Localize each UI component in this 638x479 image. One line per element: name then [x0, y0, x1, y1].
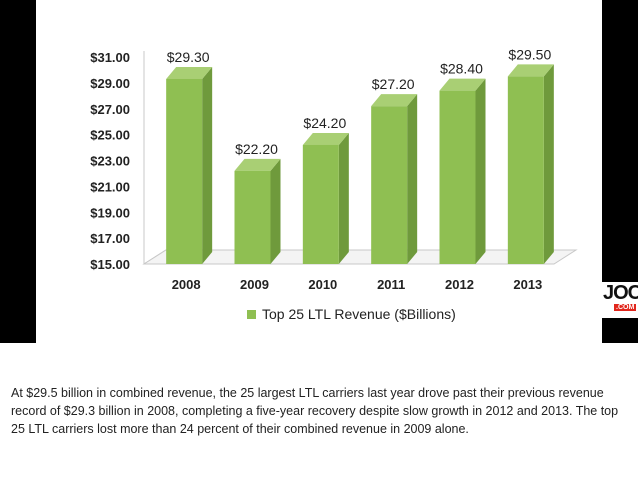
slide-background: $15.00 $17.00 $19.00 $21.00 $23.00 $25.00 $27.… — [0, 0, 638, 343]
data-label: $24.20 — [303, 115, 346, 131]
x-tick-label: 2008 — [172, 277, 201, 292]
bar-side — [543, 64, 554, 264]
x-tick-label: 2012 — [445, 277, 474, 292]
y-tick-label: $21.00 — [90, 179, 130, 194]
data-label: $28.40 — [440, 61, 483, 77]
y-tick-label: $15.00 — [90, 257, 130, 272]
x-tick-label: 2009 — [240, 277, 269, 292]
logo-sub-text: .COM — [614, 304, 637, 311]
bar-top — [371, 94, 418, 107]
x-tick-label: 2010 — [308, 277, 337, 292]
data-label: $27.20 — [372, 76, 415, 92]
bar — [234, 170, 271, 264]
y-tick-label: $25.00 — [90, 128, 130, 143]
y-tick-label: $27.00 — [90, 102, 130, 117]
y-tick-label: $23.00 — [90, 154, 130, 169]
chart-panel: $15.00 $17.00 $19.00 $21.00 $23.00 $25.00 $27.… — [36, 0, 602, 343]
legend-swatch — [247, 310, 256, 319]
bar — [439, 90, 476, 264]
bar-top — [302, 132, 349, 145]
legend-label: Top 25 LTL Revenue ($Billions) — [262, 306, 456, 322]
y-tick-label: $19.00 — [90, 205, 130, 220]
bar-side — [338, 132, 349, 264]
x-tick-label: 2013 — [513, 277, 542, 292]
data-label: $29.50 — [508, 46, 551, 62]
bar-side — [407, 94, 418, 264]
bar — [302, 144, 339, 264]
bar — [371, 106, 408, 264]
bar-top — [439, 78, 486, 91]
data-label: $29.30 — [167, 49, 210, 65]
bar-top — [507, 64, 554, 77]
y-tick-label: $17.00 — [90, 231, 130, 246]
x-tick-label: 2011 — [377, 277, 405, 292]
bar-side — [270, 158, 281, 264]
y-tick-label: $29.00 — [90, 76, 130, 91]
bar-side — [475, 78, 486, 264]
bar-top — [166, 66, 213, 79]
caption-text: At $29.5 billion in combined revenue, th… — [11, 386, 619, 436]
bar-side — [202, 66, 213, 265]
y-tick-label: $31.00 — [90, 50, 130, 65]
bar-chart: $15.00 $17.00 $19.00 $21.00 $23.00 $25.00 $27.… — [90, 46, 578, 322]
logo-main-text: JOC — [603, 282, 638, 304]
bar — [166, 78, 203, 265]
data-label: $22.20 — [235, 141, 278, 157]
bar — [507, 76, 544, 264]
bar-top — [234, 158, 281, 171]
joc-logo: JOC .COM — [602, 282, 638, 318]
